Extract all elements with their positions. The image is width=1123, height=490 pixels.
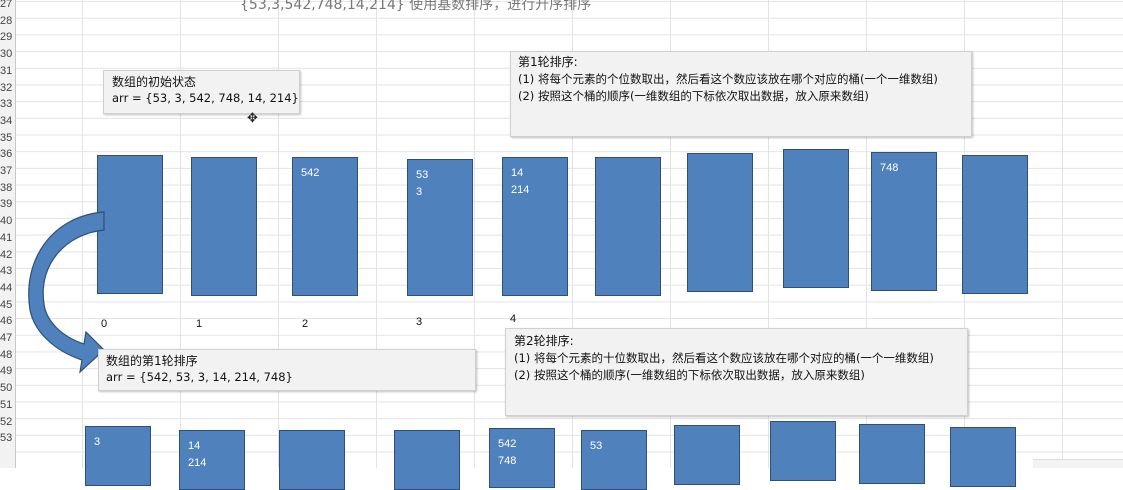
bucket-value: 748: [880, 162, 899, 174]
row-number[interactable]: 28: [0, 14, 13, 27]
row-number[interactable]: 40: [0, 215, 13, 228]
bucket-4: 14 214: [502, 157, 568, 296]
row-number[interactable]: 53: [0, 432, 13, 445]
row-number[interactable]: 29: [0, 31, 13, 44]
round2-step2: (2) 按照这个桶的顺序(一维数组的下标依次取出数据，放入原来数组): [514, 368, 865, 382]
round2-step1: (1) 将每个元素的十位数取出，然后看这个数应该放在哪个对应的桶(一个一维数组): [514, 351, 934, 365]
bucket-value: 3: [416, 186, 423, 198]
bucket-0: 3: [85, 426, 151, 486]
bucket-6: [687, 153, 753, 292]
row-number[interactable]: 50: [0, 382, 13, 395]
initial-state-note[interactable]: 数组的初始状态 arr = {53, 3, 542, 748, 14, 214}: [103, 70, 300, 114]
bucket-1: [191, 157, 257, 296]
row-number[interactable]: 48: [0, 348, 13, 361]
row-number[interactable]: 36: [0, 148, 13, 161]
bucket-7: [783, 149, 849, 288]
bucket-value: 748: [498, 455, 517, 467]
initial-state-title: 数组的初始状态: [112, 75, 197, 89]
bucket-3: [394, 430, 460, 490]
round1-note[interactable]: 第1轮排序: (1) 将每个元素的个位数取出，然后看这个数应该放在哪个对应的桶(…: [510, 51, 972, 137]
row-number[interactable]: 52: [0, 415, 13, 428]
bucket-value: 53: [416, 169, 429, 181]
bucket-3: 53 3: [407, 159, 473, 296]
crosshair-cursor-icon: ✥: [247, 110, 258, 125]
round2-note[interactable]: 第2轮排序: (1) 将每个元素的十位数取出，然后看这个数应该放在哪个对应的桶(…: [505, 328, 968, 416]
sheet-caption: {53,3,542,748,14,214} 使用基数排序，进行升序排序: [240, 0, 592, 13]
bucket-5: [595, 157, 661, 296]
bucket-1: 14 214: [179, 430, 245, 490]
bucket-value: 214: [188, 457, 207, 469]
row-number[interactable]: 32: [0, 81, 13, 94]
row-number[interactable]: 47: [0, 332, 13, 344]
bucket-6: [674, 425, 740, 485]
row-header: 27 28 29 30 31 32 33 34 35 36 37 38 39 40 41 42 43 44 45 46…: [0, 0, 16, 468]
bucket-4: 542 748: [489, 428, 555, 488]
bucket-8: 748: [871, 152, 937, 291]
row-number[interactable]: 42: [0, 248, 13, 261]
bucket-value: 214: [511, 184, 530, 196]
bucket-value: 14: [188, 440, 201, 452]
row-number[interactable]: 33: [0, 98, 13, 111]
after-round1-title: 数组的第1轮排序: [106, 354, 198, 368]
bucket-9: [962, 155, 1028, 294]
bucket-0: [97, 155, 163, 294]
bucket-value: 3: [94, 436, 101, 448]
bucket-value: 542: [301, 167, 320, 179]
row-number[interactable]: 45: [0, 298, 13, 311]
bucket-2: [279, 430, 345, 490]
row-number[interactable]: 37: [0, 165, 13, 177]
taskbar-fragment: [1033, 459, 1123, 468]
row-number[interactable]: 49: [0, 365, 13, 378]
curved-arrow-icon: [28, 211, 105, 374]
bucket-index-0: 0: [101, 318, 108, 330]
bucket-index-1: 1: [196, 318, 203, 330]
bucket-8: [859, 424, 925, 484]
round1-step1: (1) 将每个元素的个位数取出，然后看这个数应该放在哪个对应的桶(一个一维数组): [518, 72, 938, 86]
bucket-2: 542: [292, 157, 358, 296]
after-round1-note[interactable]: 数组的第1轮排序 arr = {542, 53, 3, 14, 214, 748…: [98, 349, 476, 391]
row-number[interactable]: 31: [0, 64, 13, 77]
row-number[interactable]: 39: [0, 198, 13, 211]
bucket-index-2: 2: [302, 318, 309, 330]
initial-state-array: arr = {53, 3, 542, 748, 14, 214}: [112, 91, 299, 105]
row-number[interactable]: 44: [0, 281, 13, 294]
bucket-index-4: 4: [510, 313, 517, 325]
bucket-5: 53: [581, 430, 647, 490]
row-number[interactable]: 41: [0, 231, 13, 244]
row-number[interactable]: 43: [0, 265, 13, 278]
bucket-9: [950, 427, 1016, 487]
bucket-value: 14: [511, 167, 524, 179]
round1-step2: (2) 按照这个桶的顺序(一维数组的下标依次取出数据，放入原来数组): [518, 89, 869, 103]
row-number[interactable]: 27: [0, 0, 13, 10]
bucket-7: [770, 421, 836, 481]
row-number[interactable]: 38: [0, 181, 13, 194]
bucket-value: 53: [590, 440, 603, 452]
row-number[interactable]: 30: [0, 48, 13, 61]
after-round1-array: arr = {542, 53, 3, 14, 214, 748}: [106, 370, 293, 384]
row-number[interactable]: 35: [0, 131, 13, 144]
bucket-value: 542: [498, 438, 517, 450]
round1-title: 第1轮排序:: [518, 55, 578, 69]
row-number[interactable]: 51: [0, 398, 13, 411]
row-number[interactable]: 46: [0, 315, 13, 328]
round2-title: 第2轮排序:: [514, 334, 574, 348]
row-number[interactable]: 34: [0, 114, 13, 127]
bucket-index-3: 3: [416, 316, 423, 328]
